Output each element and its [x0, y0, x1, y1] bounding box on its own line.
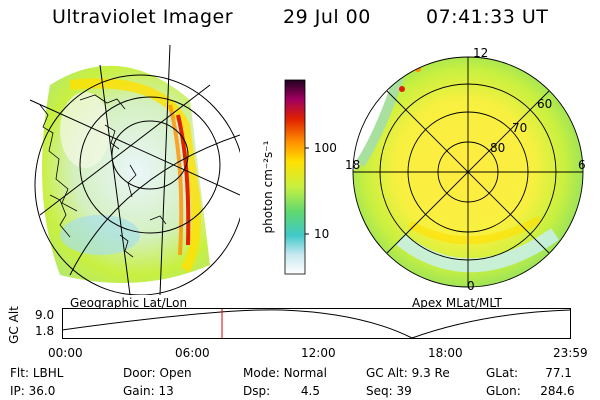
time-tick-0600: 06:00 [175, 346, 210, 360]
status-door-value: Open [159, 366, 192, 380]
status-flt: Flt: LBHL [10, 366, 64, 380]
time-tick-1800: 18:00 [428, 346, 463, 360]
date-label: 29 Jul 00 [283, 6, 371, 28]
mlt-label-12: 12 [473, 46, 489, 60]
colorbar [284, 79, 309, 275]
status-door: Door: Open [123, 366, 192, 380]
status-glat-value: 77.1 [545, 366, 572, 380]
colorbar-unit-label: photon cm⁻²s⁻¹ [261, 140, 275, 234]
time-tick-2359: 23:59 [553, 346, 588, 360]
colorbar-tick-10: 10 [314, 227, 330, 241]
altitude-plot [62, 308, 571, 339]
mlat-label-70: 70 [512, 121, 528, 135]
status-dsp: Dsp: 4.5 [243, 384, 320, 398]
mlat-label-60: 60 [537, 97, 553, 111]
status-gcalt: GC Alt: 9.3 Re [366, 366, 450, 380]
time-tick-1200: 12:00 [301, 346, 336, 360]
time-tick-0000: 00:00 [48, 346, 83, 360]
status-seq: Seq: 39 [366, 384, 412, 398]
left-panel-caption: Geographic Lat/Lon [70, 296, 188, 310]
status-gcalt-value: 9.3 Re [411, 366, 450, 380]
status-flt-value: LBHL [32, 366, 64, 380]
status-seq-value: 39 [396, 384, 412, 398]
status-dsp-value: 4.5 [300, 384, 320, 398]
polar-image [352, 56, 584, 288]
mlat-label-80: 80 [490, 141, 506, 155]
right-panel-caption: Apex MLat/MLT [412, 296, 502, 310]
mlt-label-6: 6 [578, 158, 586, 172]
status-ip-value: 36.0 [28, 384, 56, 398]
status-gain-value: 13 [158, 384, 174, 398]
mlt-label-18: 18 [345, 158, 361, 172]
status-gain: Gain: 13 [123, 384, 174, 398]
mlt-label-0: 0 [467, 279, 475, 293]
status-ip: IP: 36.0 [10, 384, 56, 398]
status-mode-value: Normal [283, 366, 327, 380]
status-glat: GLat: 77.1 [486, 366, 572, 380]
colorbar-tick-100: 100 [314, 141, 337, 155]
geographic-image [29, 45, 240, 295]
status-mode: Mode: Normal [243, 366, 327, 380]
instrument-title: Ultraviolet Imager [52, 6, 234, 28]
altitude-tick-high: 9.0 [35, 308, 55, 322]
altitude-axis-label: GC Alt [7, 306, 21, 344]
status-glon: GLon: 284.6 [486, 384, 575, 398]
time-label: 07:41:33 UT [426, 6, 549, 28]
altitude-tick-low: 1.8 [35, 324, 55, 338]
status-glon-value: 284.6 [540, 384, 575, 398]
